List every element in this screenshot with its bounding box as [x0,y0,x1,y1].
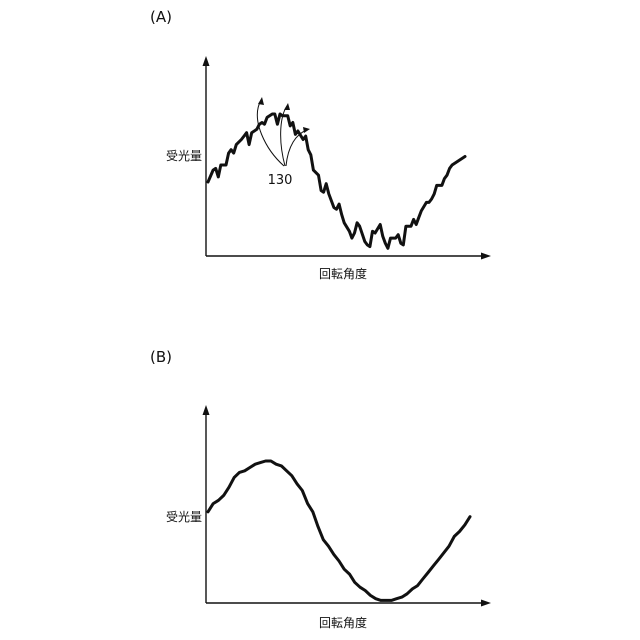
panel-b-x-label: 回転角度 [319,615,367,630]
panel-b-label: (B) [150,348,172,366]
panel-b-y-axis-arrow [203,405,210,415]
leader-arrowhead-3 [303,127,310,133]
panel-a-x-label: 回転角度 [319,266,367,281]
panel-a-label: (A) [150,8,172,26]
leader-arrowhead-1 [258,97,264,105]
leader-arrowhead-2 [284,103,290,110]
panel-a-y-axis-arrow [203,56,210,66]
panel-b-x-axis-arrow [481,600,491,607]
panel-a-y-label: 受光量 [166,149,202,163]
panel-b: (B) 受光量 回転角度 [150,348,491,630]
panel-a-reference-leaders [257,97,310,166]
panel-b-y-label: 受光量 [166,510,202,524]
panel-a-series-line [208,114,465,248]
panel-b-series-line [208,461,470,600]
panel-a: (A) 受光量 回転角度 130 [150,8,491,281]
panel-a-reference-number: 130 [268,173,293,188]
leader-line-1 [257,100,284,166]
panel-a-x-axis-arrow [481,253,491,260]
